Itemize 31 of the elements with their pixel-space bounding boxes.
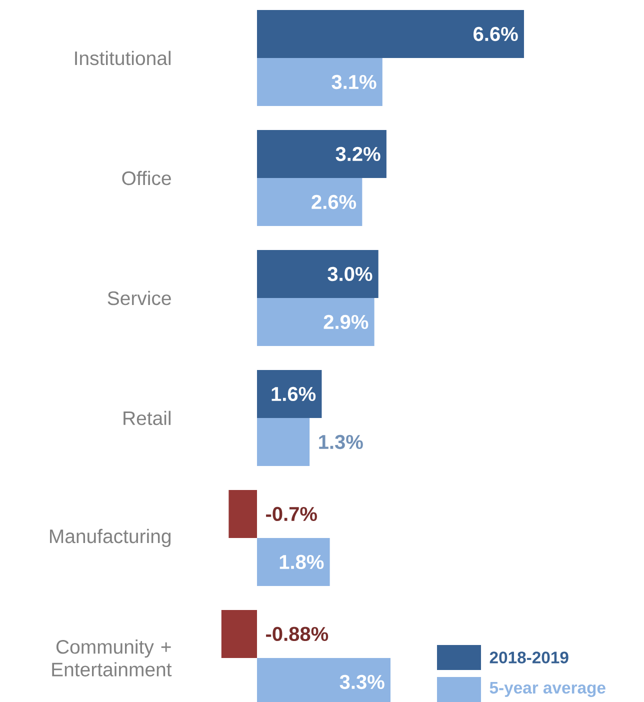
data-label: 3.1% xyxy=(332,74,376,90)
data-label: 6.6% xyxy=(474,26,518,42)
bar xyxy=(257,298,374,346)
bar xyxy=(221,610,257,658)
data-label: -0.88% xyxy=(266,626,328,642)
data-label: 1.3% xyxy=(319,434,363,450)
data-label: 3.0% xyxy=(328,266,372,282)
bar xyxy=(228,490,257,538)
y-tick-label: Manufacturing xyxy=(50,528,171,548)
legend-label: 5-year average xyxy=(490,682,606,697)
y-tick-label: Service xyxy=(108,290,171,306)
data-label: 2.6% xyxy=(312,194,356,210)
bar xyxy=(257,178,362,226)
data-label: 3.3% xyxy=(340,674,384,690)
data-label: 3.2% xyxy=(336,146,380,162)
data-label: 1.8% xyxy=(280,554,324,570)
legend-label: 2018-2019 xyxy=(490,652,568,664)
data-label: 1.6% xyxy=(272,386,316,402)
y-tick-label: Office xyxy=(122,170,171,186)
data-label: -0.7% xyxy=(266,506,317,522)
bar xyxy=(257,58,382,106)
bar xyxy=(257,538,330,586)
bar xyxy=(257,130,386,178)
y-tick-label: Institutional xyxy=(75,50,170,66)
bar xyxy=(257,10,524,58)
bar xyxy=(257,250,378,298)
y-tick-label: Retail xyxy=(124,410,170,426)
bar xyxy=(257,418,310,466)
bar xyxy=(257,370,322,418)
y-tick-label: Community + Entertainment xyxy=(52,639,172,676)
data-label: 2.9% xyxy=(324,314,368,330)
